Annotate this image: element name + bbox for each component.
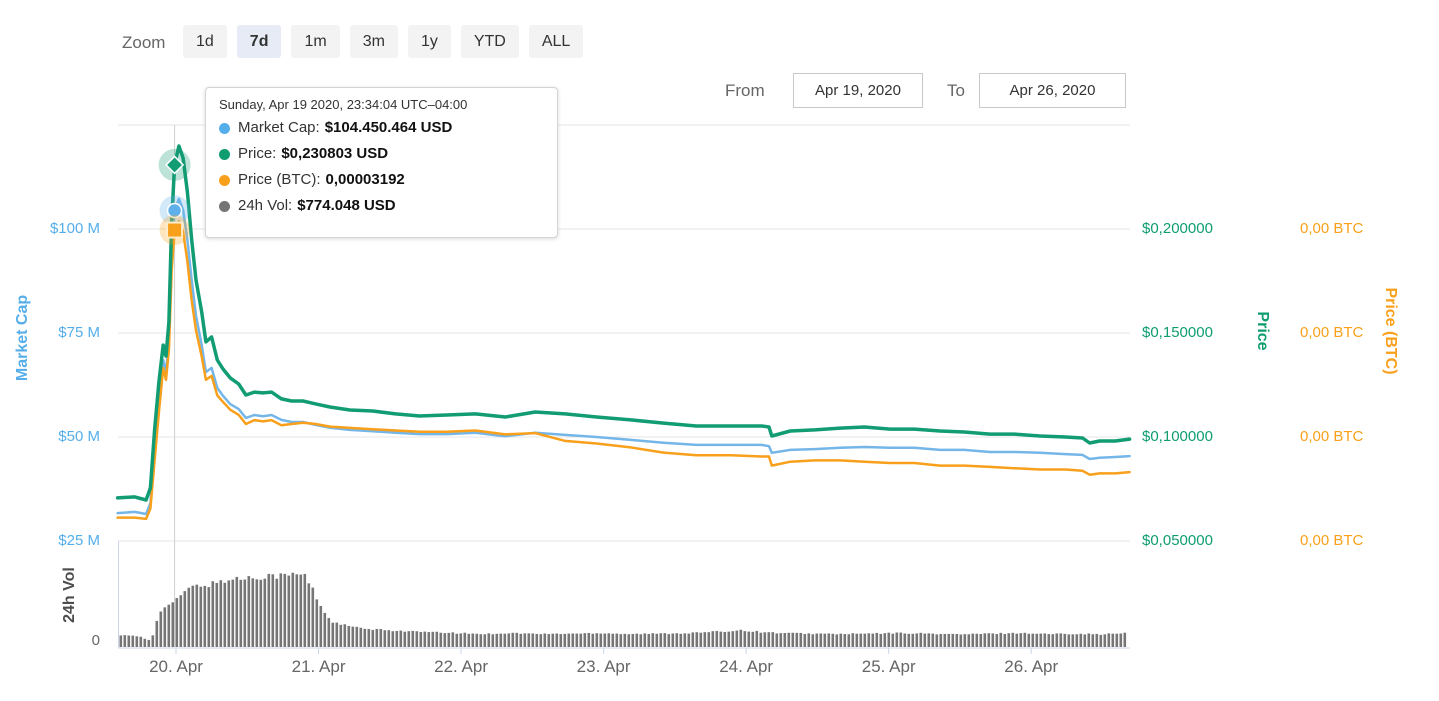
zoom-label: Zoom: [122, 33, 166, 52]
price-axis-title: Price: [1254, 311, 1271, 351]
x-axis-label: 24. Apr: [719, 657, 774, 676]
series-bullet-icon: [219, 122, 230, 134]
x-axis-label: 20. Apr: [149, 657, 203, 676]
range-button-1d[interactable]: 1d: [183, 25, 227, 59]
tooltip-series-value: 0,00003192: [325, 171, 405, 188]
range-button-ytd[interactable]: YTD: [460, 25, 519, 59]
from-date-input[interactable]: [793, 73, 923, 108]
price-tick-label: $0,150000: [1142, 324, 1213, 341]
tooltip-row: Price: $0,230803 USD: [219, 141, 544, 167]
price-btc-tick-label: 0,00 BTC: [1300, 428, 1364, 445]
price-tick-label: $0,100000: [1142, 428, 1213, 445]
tooltip-datetime: Sunday, Apr 19 2020, 23:34:04 UTC–04:00: [219, 97, 468, 112]
series-line-price: [115, 144, 1132, 502]
series-line-market_cap: [116, 197, 1131, 516]
volume-bars: [119, 572, 1127, 647]
axis-lines: [118, 541, 1130, 654]
chart-tooltip: Sunday, Apr 19 2020, 23:34:04 UTC–04:00 …: [205, 87, 558, 238]
tooltip-series-label: Price:: [238, 145, 277, 162]
range-button-group: 1d 7d 1m 3m 1y YTD ALL: [183, 25, 584, 59]
tooltip-series-value: $104.450.464 USD: [324, 119, 453, 136]
tooltip-row: Price (BTC): 0,00003192: [219, 167, 544, 193]
tooltip-series-value: $774.048 USD: [297, 197, 396, 214]
tooltip-series-value: $0,230803 USD: [281, 145, 389, 162]
range-button-all[interactable]: ALL: [528, 25, 584, 59]
tooltip-series-label: Price (BTC):: [238, 171, 321, 188]
market-cap-tick-label: $50 M: [58, 428, 100, 445]
volume-zero-label: 0: [91, 632, 100, 649]
x-axis-label: 21. Apr: [291, 657, 346, 676]
series-bullet-icon: [219, 200, 230, 212]
tooltip-row: Market Cap: $104.450.464 USD: [219, 115, 544, 141]
x-axis-label: 25. Apr: [861, 657, 916, 676]
series-bullet-icon: [219, 174, 230, 186]
volume-axis-title: 24h Vol: [61, 567, 78, 623]
series-line-price_btc: [116, 219, 1131, 521]
tooltip-rows: Market Cap: $104.450.464 USD Price: $0,2…: [219, 115, 544, 219]
price-btc-tick-label: 0,00 BTC: [1300, 220, 1364, 237]
hover-markers: [158, 148, 191, 246]
tooltip-series-label: Market Cap:: [238, 119, 320, 136]
range-button-1m[interactable]: 1m: [291, 25, 340, 59]
range-button-3m[interactable]: 3m: [349, 25, 398, 59]
from-label: From: [725, 81, 765, 100]
to-date-input[interactable]: [979, 73, 1126, 108]
tooltip-row: 24h Vol: $774.048 USD: [219, 193, 544, 219]
price-btc-axis-title: Price (BTC): [1382, 287, 1399, 375]
price-tick-label: $0,050000: [1142, 532, 1213, 549]
x-axis-label: 22. Apr: [434, 657, 489, 676]
range-button-1y[interactable]: 1y: [407, 25, 451, 59]
range-button-7d[interactable]: 7d: [236, 25, 282, 59]
market-cap-tick-label: $75 M: [58, 324, 100, 341]
price-btc-tick-label: 0,00 BTC: [1300, 324, 1364, 341]
market-cap-tick-label: $100 M: [49, 220, 100, 237]
x-axis-label: 26. Apr: [1004, 657, 1059, 676]
market-cap-tick-label: $25 M: [58, 532, 100, 549]
tooltip-series-label: 24h Vol:: [238, 197, 293, 214]
x-axis-label: 23. Apr: [576, 657, 631, 676]
price-btc-tick-label: 0,00 BTC: [1300, 532, 1364, 549]
series-bullet-icon: [219, 148, 230, 160]
price-tick-label: $0,200000: [1142, 220, 1213, 237]
market-cap-axis-title: Market Cap: [14, 294, 31, 382]
to-label: To: [947, 81, 965, 100]
